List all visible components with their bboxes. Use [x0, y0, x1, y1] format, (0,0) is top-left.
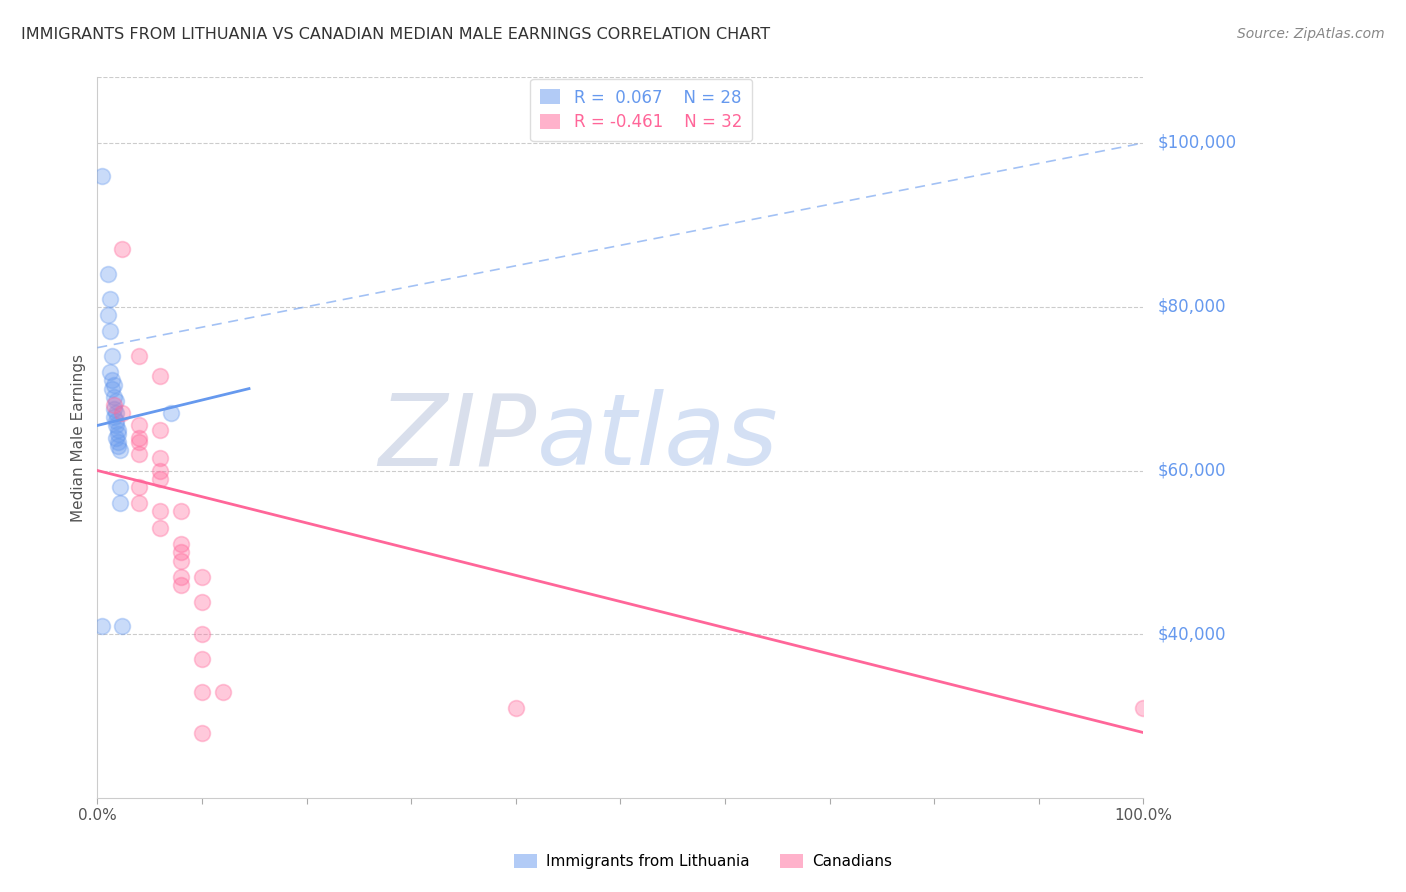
Point — [105, 393, 128, 408]
Point — [128, 349, 150, 363]
Point — [170, 578, 193, 592]
Point — [103, 390, 125, 404]
Point — [97, 267, 120, 281]
Point — [97, 308, 120, 322]
Point — [149, 369, 172, 384]
Text: $60,000: $60,000 — [1157, 461, 1226, 480]
Point — [191, 627, 214, 641]
Text: Source: ZipAtlas.com: Source: ZipAtlas.com — [1237, 27, 1385, 41]
Legend: Immigrants from Lithuania, Canadians: Immigrants from Lithuania, Canadians — [508, 848, 898, 875]
Legend: R =  0.067    N = 28, R = -0.461    N = 32: R = 0.067 N = 28, R = -0.461 N = 32 — [530, 78, 752, 141]
Point — [170, 545, 193, 559]
Point — [103, 410, 125, 425]
Text: ZIP: ZIP — [378, 389, 537, 486]
Point — [128, 418, 150, 433]
Point — [170, 570, 193, 584]
Point — [128, 447, 150, 461]
Text: $80,000: $80,000 — [1157, 298, 1226, 316]
Point — [149, 451, 172, 466]
Point — [107, 439, 129, 453]
Point — [191, 594, 214, 608]
Point — [159, 406, 181, 420]
Point — [101, 349, 124, 363]
Point — [110, 496, 132, 510]
Point — [128, 496, 150, 510]
Point — [103, 377, 125, 392]
Point — [128, 431, 150, 445]
Point — [149, 463, 172, 477]
Point — [170, 537, 193, 551]
Point — [107, 423, 129, 437]
Point — [98, 324, 121, 338]
Point — [90, 169, 112, 183]
Point — [505, 701, 527, 715]
Point — [128, 480, 150, 494]
Point — [111, 243, 134, 257]
Point — [105, 406, 128, 420]
Point — [191, 570, 214, 584]
Point — [110, 443, 132, 458]
Point — [101, 382, 124, 396]
Point — [103, 402, 125, 417]
Text: $100,000: $100,000 — [1157, 134, 1236, 152]
Point — [111, 619, 134, 633]
Text: IMMIGRANTS FROM LITHUANIA VS CANADIAN MEDIAN MALE EARNINGS CORRELATION CHART: IMMIGRANTS FROM LITHUANIA VS CANADIAN ME… — [21, 27, 770, 42]
Point — [103, 398, 125, 412]
Point — [1132, 701, 1154, 715]
Point — [191, 725, 214, 739]
Point — [170, 553, 193, 567]
Point — [105, 414, 128, 428]
Point — [170, 504, 193, 518]
Point — [191, 652, 214, 666]
Text: $40,000: $40,000 — [1157, 625, 1226, 643]
Point — [105, 418, 128, 433]
Point — [105, 431, 128, 445]
Point — [90, 619, 112, 633]
Point — [128, 434, 150, 449]
Point — [149, 472, 172, 486]
Point — [107, 426, 129, 441]
Point — [191, 684, 214, 698]
Y-axis label: Median Male Earnings: Median Male Earnings — [72, 354, 86, 522]
Point — [98, 365, 121, 379]
Point — [110, 480, 132, 494]
Point — [149, 423, 172, 437]
Text: atlas: atlas — [537, 389, 779, 486]
Point — [101, 373, 124, 387]
Point — [107, 434, 129, 449]
Point — [98, 292, 121, 306]
Point — [212, 684, 235, 698]
Point — [149, 504, 172, 518]
Point — [149, 521, 172, 535]
Point — [111, 406, 134, 420]
